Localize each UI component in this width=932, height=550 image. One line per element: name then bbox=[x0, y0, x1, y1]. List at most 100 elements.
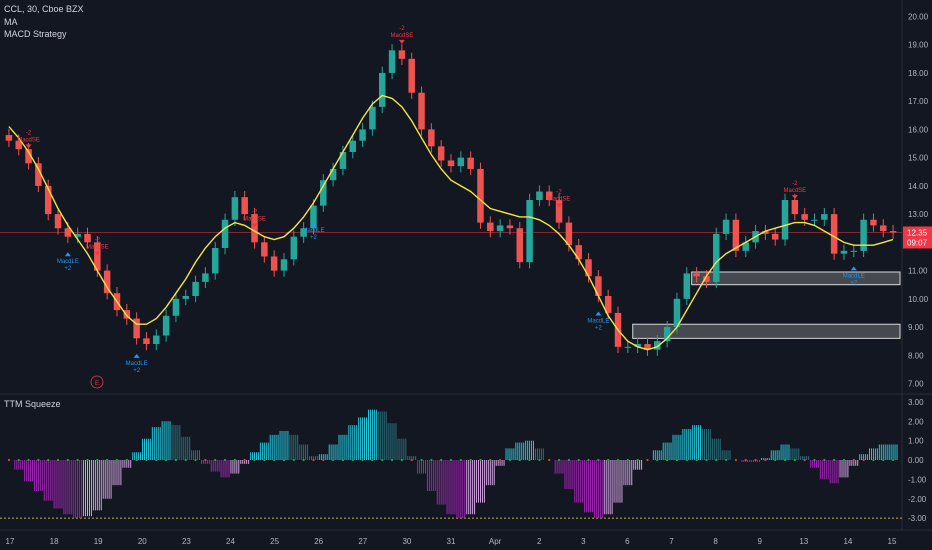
squeeze-dot bbox=[194, 458, 197, 462]
squeeze-dot bbox=[233, 458, 236, 462]
squeeze-dot bbox=[685, 458, 688, 462]
squeeze-dot bbox=[164, 458, 168, 462]
squeeze-dot bbox=[616, 458, 620, 462]
candle-body bbox=[526, 200, 533, 263]
candle-body bbox=[388, 50, 396, 73]
candle-body bbox=[565, 222, 573, 246]
candle-body bbox=[378, 72, 386, 107]
candle-body bbox=[398, 50, 406, 59]
candle-body bbox=[811, 219, 818, 221]
candle-body bbox=[369, 106, 376, 130]
squeeze-dot bbox=[96, 458, 99, 462]
time-axis-label: 8 bbox=[713, 537, 718, 546]
candle-body bbox=[290, 236, 298, 260]
long-signal-label: MacdLE bbox=[587, 319, 609, 325]
squeeze-dot bbox=[135, 458, 138, 462]
squeeze-dot bbox=[675, 458, 679, 462]
candle-body bbox=[821, 214, 828, 220]
squeeze-dot bbox=[223, 458, 227, 462]
candle-body bbox=[133, 318, 140, 339]
squeeze-dot bbox=[528, 458, 531, 462]
ttm-squeeze-title[interactable]: TTM Squeeze bbox=[4, 399, 61, 409]
squeeze-axis[interactable]: 3.00 2.00 1.00 0.00 -1.00 -2.00 -3.00 bbox=[908, 398, 927, 523]
time-axis[interactable]: 17 18 19 20 23 24 25 26 27 30 31 Apr 2 3 6 7 8 9 13 14 15 bbox=[6, 537, 897, 546]
candle-body bbox=[221, 219, 229, 248]
squeeze-dot bbox=[813, 458, 816, 462]
candle-body bbox=[506, 225, 514, 229]
current-price-value: 12.35 bbox=[907, 228, 928, 237]
candle-body bbox=[555, 200, 563, 223]
squeeze-dot bbox=[774, 458, 777, 462]
squeeze-dot bbox=[27, 458, 30, 462]
long-arrow-icon bbox=[850, 266, 857, 271]
candle-body bbox=[693, 273, 700, 277]
squeeze-dot bbox=[842, 458, 846, 462]
short-signal-label: MacdSE bbox=[784, 188, 807, 194]
candle-body bbox=[192, 281, 199, 296]
squeeze-dot bbox=[715, 458, 718, 462]
price-axis-label: 9.00 bbox=[908, 323, 924, 332]
candle-body bbox=[153, 335, 160, 344]
time-axis-label: 14 bbox=[843, 537, 852, 546]
squeeze-dot bbox=[106, 458, 109, 462]
time-axis-label: 17 bbox=[6, 537, 15, 546]
candle-body bbox=[762, 231, 769, 234]
price-axis-label: 18.00 bbox=[908, 69, 929, 78]
time-axis-label: 6 bbox=[625, 537, 630, 546]
squeeze-dot bbox=[449, 458, 453, 462]
squeeze-dot bbox=[744, 458, 747, 462]
squeeze-dot bbox=[459, 458, 462, 462]
indicator-macd-label[interactable]: MACD Strategy bbox=[4, 29, 67, 39]
candle-body bbox=[211, 248, 219, 274]
short-arrow-icon bbox=[25, 144, 32, 149]
squeeze-dot bbox=[263, 458, 266, 462]
short-arrow-icon bbox=[398, 39, 405, 44]
squeeze-dot bbox=[567, 458, 570, 462]
time-axis-label: 18 bbox=[50, 537, 59, 546]
candle-body bbox=[329, 168, 337, 181]
candle-body bbox=[870, 219, 877, 226]
price-axis-label: 8.00 bbox=[908, 351, 924, 360]
candle-body bbox=[74, 233, 81, 237]
squeeze-dot bbox=[410, 458, 413, 462]
long-signal-qty: +2 bbox=[595, 326, 603, 332]
squeeze-dot bbox=[351, 458, 354, 462]
squeeze-axis-label: 2.00 bbox=[908, 417, 924, 426]
candle-body bbox=[359, 129, 366, 141]
candle-body bbox=[713, 233, 720, 282]
squeeze-dot bbox=[518, 458, 521, 462]
candle-body bbox=[722, 219, 730, 234]
candle-body bbox=[742, 242, 749, 251]
candle-body bbox=[64, 228, 72, 237]
indicator-ma-label[interactable]: MA bbox=[4, 17, 18, 27]
candle-body bbox=[791, 200, 799, 215]
squeeze-dot bbox=[872, 458, 875, 462]
squeeze-dot bbox=[204, 458, 207, 462]
time-axis-label: 13 bbox=[799, 537, 808, 546]
earnings-circle-icon bbox=[90, 375, 104, 389]
squeeze-dot bbox=[626, 458, 629, 462]
symbol-title[interactable]: CCL, 30, Cboe BZX bbox=[4, 4, 84, 14]
squeeze-dot bbox=[273, 458, 276, 462]
candle-body bbox=[536, 191, 543, 200]
squeeze-dot bbox=[47, 458, 50, 462]
candle-body bbox=[801, 214, 808, 220]
time-axis-label: 23 bbox=[182, 537, 191, 546]
candle-body bbox=[477, 168, 484, 223]
short-signal-label: MacdSE bbox=[86, 245, 109, 251]
squeeze-dot bbox=[695, 458, 698, 462]
candle-body bbox=[850, 250, 858, 252]
squeeze-dot bbox=[803, 458, 806, 462]
earnings-marker[interactable]: E bbox=[90, 375, 104, 389]
price-axis-label: 16.00 bbox=[908, 125, 929, 134]
candle-body bbox=[241, 197, 248, 215]
squeeze-dot bbox=[793, 458, 796, 462]
time-axis-label: 24 bbox=[226, 537, 235, 546]
candle-body bbox=[634, 344, 641, 347]
squeeze-dot bbox=[656, 458, 659, 462]
squeeze-dot bbox=[37, 458, 40, 462]
candle-body bbox=[437, 146, 445, 161]
short-signal-label: MacdSE bbox=[391, 33, 414, 39]
long-arrow-icon bbox=[133, 353, 140, 358]
